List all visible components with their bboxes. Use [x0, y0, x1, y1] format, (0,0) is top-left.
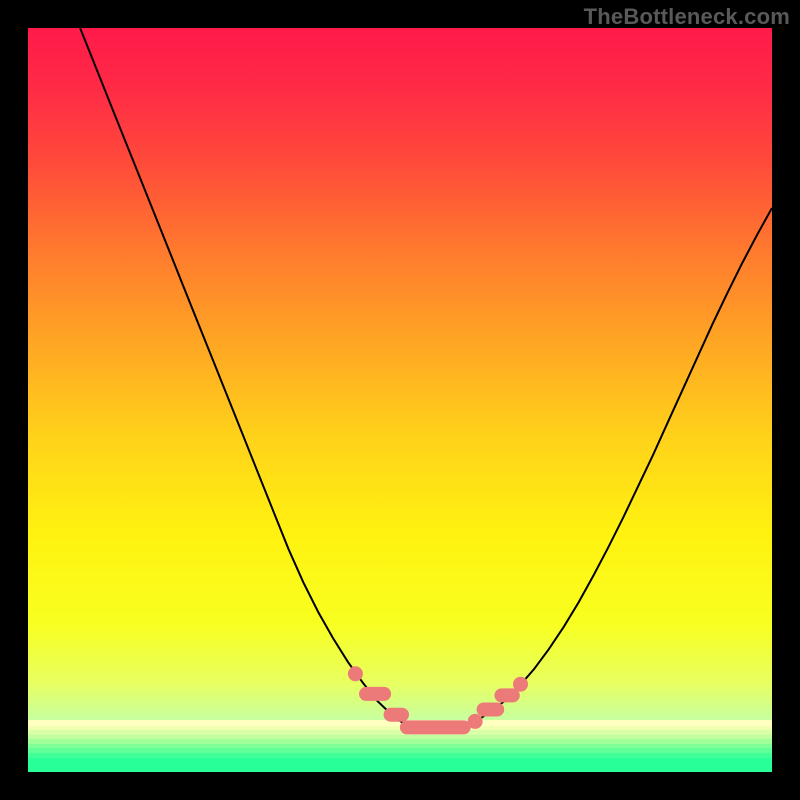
plot-area	[28, 28, 772, 772]
watermark-text: TheBottleneck.com	[584, 4, 790, 30]
chart-gradient-background	[28, 28, 772, 772]
